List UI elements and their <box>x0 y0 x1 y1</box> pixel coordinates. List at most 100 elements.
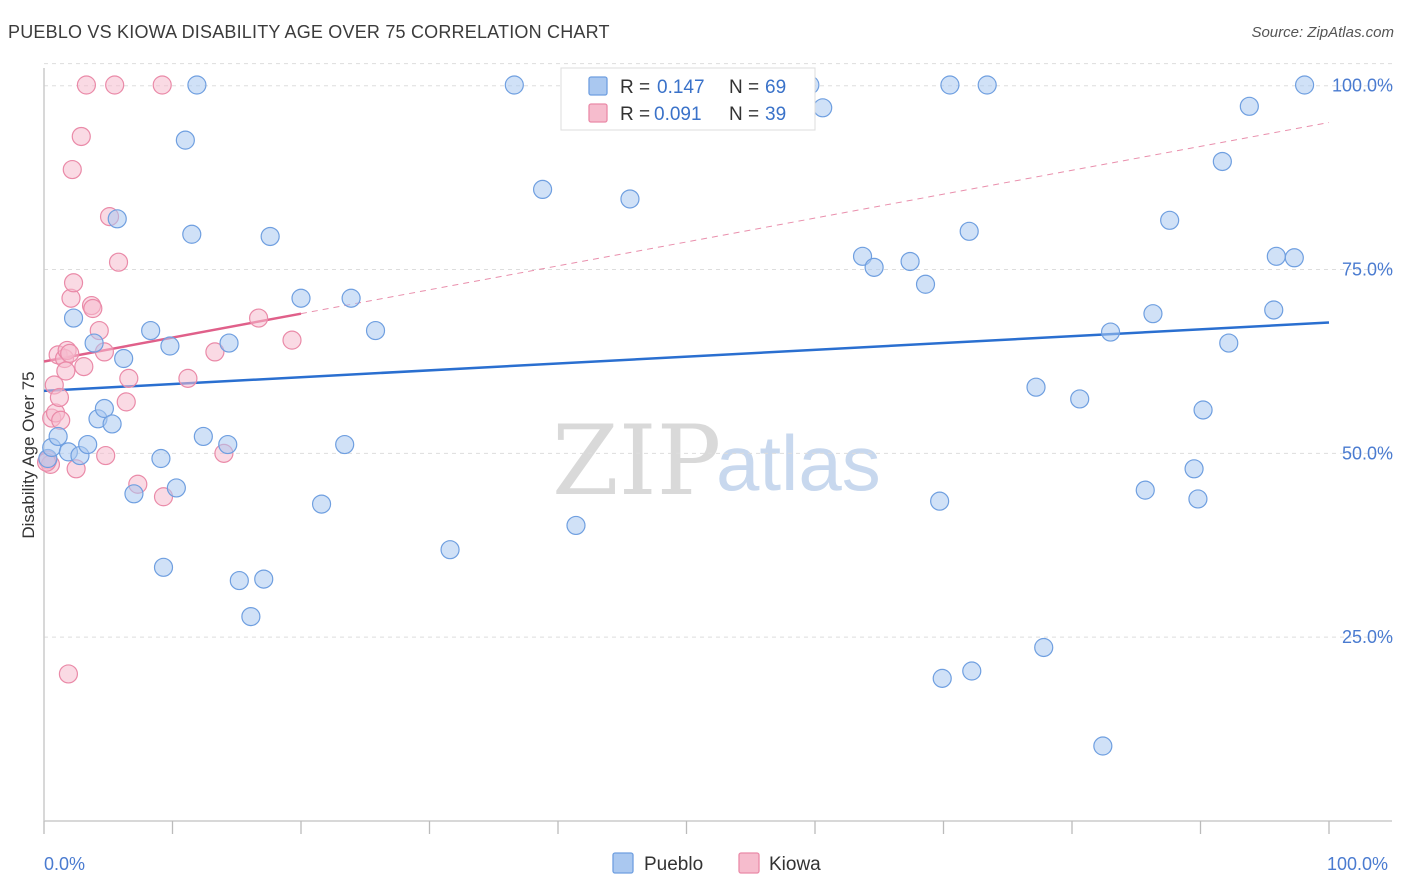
y-axis-title: Disability Age Over 75 <box>19 371 38 538</box>
legend-swatch-pueblo <box>588 76 608 96</box>
point-pueblo-66 <box>1266 246 1286 266</box>
point-kiowa-28 <box>119 368 139 388</box>
gridlines <box>44 63 1392 638</box>
data-points <box>36 75 1315 756</box>
y-tick-label-25: 25.0% <box>1342 627 1393 647</box>
bottom-legend-swatch-kiowa <box>738 852 760 874</box>
legend-n-value-pueblo: 69 <box>765 77 786 98</box>
watermark-zip: ZIP <box>552 405 721 517</box>
y-tick-label-75: 75.0% <box>1342 260 1393 280</box>
x-tick-label-max: 100.0% <box>1327 854 1388 874</box>
point-pueblo-51 <box>1026 377 1046 397</box>
point-pueblo-21 <box>187 75 207 95</box>
point-pueblo-25 <box>229 570 249 591</box>
point-pueblo-13 <box>124 484 144 504</box>
point-pueblo-28 <box>260 226 280 247</box>
point-pueblo-2 <box>48 426 68 447</box>
point-kiowa-30 <box>152 75 172 95</box>
point-kiowa-6 <box>49 387 70 408</box>
point-pueblo-52 <box>1034 637 1054 658</box>
point-pueblo-27 <box>254 569 274 589</box>
point-pueblo-61 <box>1193 400 1213 420</box>
point-pueblo-30 <box>311 494 332 514</box>
bottom-legend-label-pueblo: Pueblo <box>644 854 703 875</box>
point-kiowa-36 <box>282 330 302 350</box>
point-pueblo-47 <box>940 75 960 95</box>
point-pueblo-65 <box>1264 300 1284 320</box>
point-kiowa-18 <box>76 75 97 95</box>
chart-title: PUEBLO VS KIOWA DISABILITY AGE OVER 75 C… <box>8 22 610 42</box>
point-pueblo-35 <box>504 75 524 95</box>
point-pueblo-22 <box>193 426 213 447</box>
point-pueblo-29 <box>291 288 311 308</box>
point-pueblo-10 <box>102 414 122 434</box>
point-kiowa-32 <box>178 368 198 388</box>
point-pueblo-19 <box>175 130 195 150</box>
point-kiowa-20 <box>83 298 103 319</box>
point-pueblo-38 <box>620 189 640 209</box>
point-pueblo-15 <box>151 448 171 469</box>
point-pueblo-12 <box>114 348 134 369</box>
point-pueblo-4 <box>63 308 84 328</box>
chart-source: Source: ZipAtlas.com <box>1251 24 1394 41</box>
point-kiowa-13 <box>62 159 82 180</box>
point-pueblo-41 <box>852 246 873 266</box>
point-pueblo-63 <box>1219 333 1239 353</box>
legend-n-label-pueblo: N = <box>729 77 759 98</box>
point-pueblo-68 <box>1294 75 1315 95</box>
x-ticks <box>43 821 1330 834</box>
point-pueblo-24 <box>219 333 239 353</box>
point-kiowa-17 <box>74 357 94 377</box>
point-pueblo-9 <box>94 398 114 419</box>
point-pueblo-50 <box>977 75 997 95</box>
y-tick-label-50: 50.0% <box>1342 443 1393 463</box>
trend-line-kiowa-extension <box>300 122 1330 315</box>
y-tick-label-100: 100.0% <box>1332 76 1393 96</box>
point-kiowa-37 <box>58 664 79 684</box>
legend-r-label-kiowa: R = <box>620 104 650 125</box>
legend-n-label-kiowa: N = <box>729 104 759 125</box>
point-kiowa-26 <box>108 252 129 272</box>
point-pueblo-45 <box>930 491 950 511</box>
point-pueblo-62 <box>1212 151 1232 172</box>
point-kiowa-25 <box>105 75 125 95</box>
trend-line-pueblo <box>43 321 1330 393</box>
point-pueblo-58 <box>1160 210 1180 230</box>
x-tick-label-min: 0.0% <box>44 854 85 874</box>
point-pueblo-34 <box>440 540 460 560</box>
point-pueblo-64 <box>1239 96 1259 116</box>
point-pueblo-59 <box>1184 459 1204 479</box>
point-kiowa-27 <box>116 392 136 412</box>
point-pueblo-36 <box>532 179 553 200</box>
point-kiowa-16 <box>71 126 91 147</box>
point-pueblo-56 <box>1135 480 1155 500</box>
point-pueblo-37 <box>566 515 586 536</box>
y-tick-labels: 25.0% 50.0% 75.0% 100.0% <box>1332 76 1393 647</box>
point-pueblo-48 <box>959 221 979 241</box>
point-pueblo-49 <box>962 661 982 681</box>
trend-lines <box>43 122 1330 393</box>
point-kiowa-9 <box>56 361 76 381</box>
legend-r-value-pueblo: 0.147 <box>657 77 705 98</box>
point-pueblo-55 <box>1100 322 1121 342</box>
point-pueblo-57 <box>1143 304 1163 324</box>
point-pueblo-7 <box>84 333 104 353</box>
point-pueblo-14 <box>141 320 161 341</box>
point-pueblo-16 <box>153 557 174 577</box>
point-kiowa-7 <box>51 410 71 430</box>
point-pueblo-40 <box>813 98 833 118</box>
point-pueblo-18 <box>166 478 186 498</box>
point-pueblo-20 <box>182 224 202 244</box>
point-pueblo-33 <box>365 320 386 341</box>
point-pueblo-23 <box>218 434 238 455</box>
legend-r-label-pueblo: R = <box>620 77 650 98</box>
point-pueblo-6 <box>78 434 98 455</box>
legend-r-value-kiowa: 0.091 <box>654 104 702 125</box>
point-pueblo-60 <box>1188 489 1208 509</box>
legend-swatch-kiowa <box>588 103 608 123</box>
point-kiowa-23 <box>96 445 116 466</box>
point-kiowa-11 <box>60 343 80 363</box>
watermark-atlas: atlas <box>716 419 881 507</box>
point-pueblo-54 <box>1093 736 1113 756</box>
